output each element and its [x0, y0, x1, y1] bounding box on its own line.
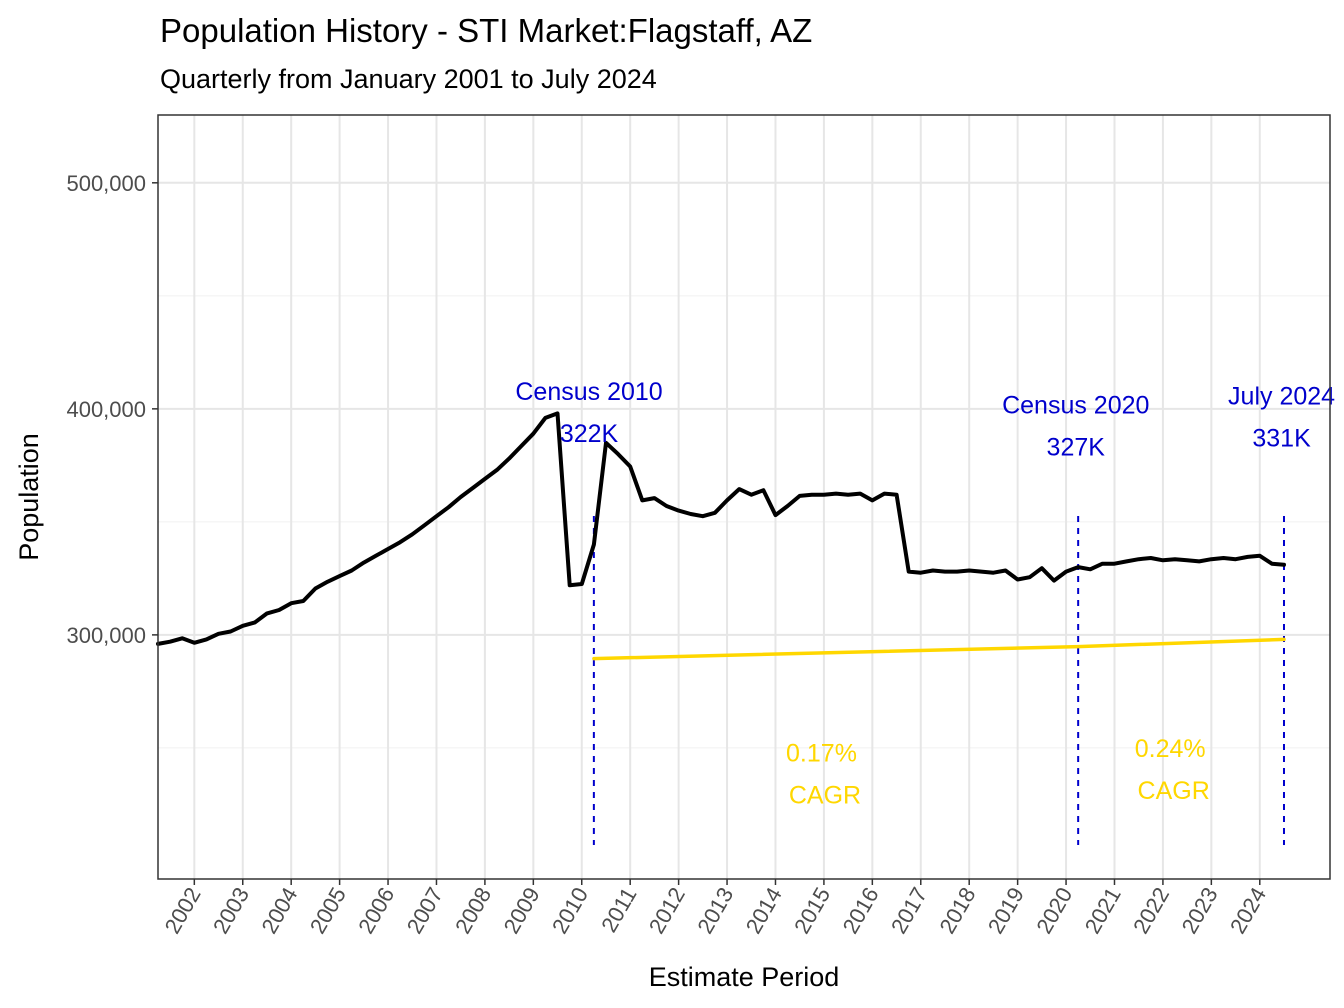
annotation-line: July 2024 [1228, 382, 1335, 410]
x-tick-label: 2023 [1177, 883, 1223, 938]
y-tick-label: 500,000 [66, 171, 146, 196]
annotations: Census 2010 322K Census 2020 327K July 2024 3… [515, 378, 1335, 810]
annotation-line: CAGR [1131, 777, 1210, 805]
annotation-july-2024: July 2024 331K [1228, 382, 1335, 452]
y-tick-label: 300,000 [66, 623, 146, 648]
x-tick-label: 2024 [1225, 883, 1271, 938]
plot-panel-border [157, 114, 1331, 880]
x-tick-label: 2002 [160, 883, 206, 938]
annotation-line: 322K [560, 420, 619, 448]
annotation-census-2010: Census 2010 322K [515, 378, 662, 448]
x-tick-label: 2016 [838, 883, 884, 938]
annotation-cagr-2010-2020: 0.17% CAGR [782, 739, 861, 809]
x-tick-label: 2003 [208, 883, 254, 938]
annotation-line: Census 2020 [1002, 391, 1149, 419]
x-tick-label: 2006 [353, 883, 399, 938]
x-tick-label: 2015 [789, 883, 835, 938]
x-tick-label: 2021 [1080, 883, 1126, 938]
chart-subtitle: Quarterly from January 2001 to July 2024 [160, 64, 657, 94]
annotation-line: 327K [1047, 433, 1106, 461]
y-tick-label: 400,000 [66, 397, 146, 422]
x-tick-label: 2009 [499, 883, 545, 938]
x-tick-label: 2019 [983, 883, 1029, 938]
x-tick-label: 2014 [741, 883, 787, 938]
annotation-line: Census 2010 [515, 378, 662, 406]
x-tick-label: 2017 [886, 883, 932, 938]
x-axis-title: Estimate Period [649, 962, 840, 992]
annotation-line: 0.17% [786, 739, 857, 767]
x-tick-label: 2022 [1128, 883, 1174, 938]
x-tick-label: 2007 [402, 883, 448, 938]
grid [158, 115, 1330, 879]
annotation-line: CAGR [782, 781, 861, 809]
x-tick-label: 2008 [450, 883, 496, 938]
x-tick-label: 2018 [934, 883, 980, 938]
x-tick-label: 2004 [256, 883, 302, 938]
annotation-line: 331K [1252, 424, 1311, 452]
y-axis-title: Population [14, 433, 44, 561]
chart-title: Population History - STI Market:Flagstaf… [160, 12, 813, 49]
population-line [156, 411, 1286, 646]
x-tick-label: 2012 [644, 883, 690, 938]
annotation-cagr-2020-2024: 0.24% CAGR [1131, 735, 1210, 805]
x-tick-label: 2010 [547, 883, 593, 938]
x-tick-label: 2013 [692, 883, 738, 938]
annotation-line: 0.24% [1135, 735, 1206, 763]
cagr-trend-line [592, 637, 1286, 661]
x-tick-label: 2005 [305, 883, 351, 938]
series-lines [156, 411, 1286, 661]
x-tick-label: 2020 [1031, 883, 1077, 938]
annotation-census-2020: Census 2020 327K [1002, 391, 1149, 461]
x-tick-label: 2011 [596, 883, 641, 936]
